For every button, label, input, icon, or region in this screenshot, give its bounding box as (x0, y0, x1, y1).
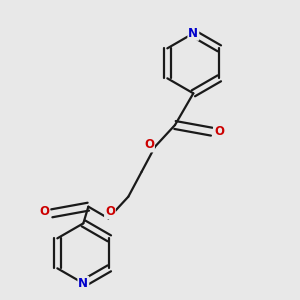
Text: O: O (105, 205, 115, 218)
Text: O: O (214, 125, 224, 138)
Text: N: N (188, 27, 198, 40)
Text: O: O (39, 205, 49, 218)
Text: O: O (144, 139, 154, 152)
Text: N: N (78, 277, 88, 290)
